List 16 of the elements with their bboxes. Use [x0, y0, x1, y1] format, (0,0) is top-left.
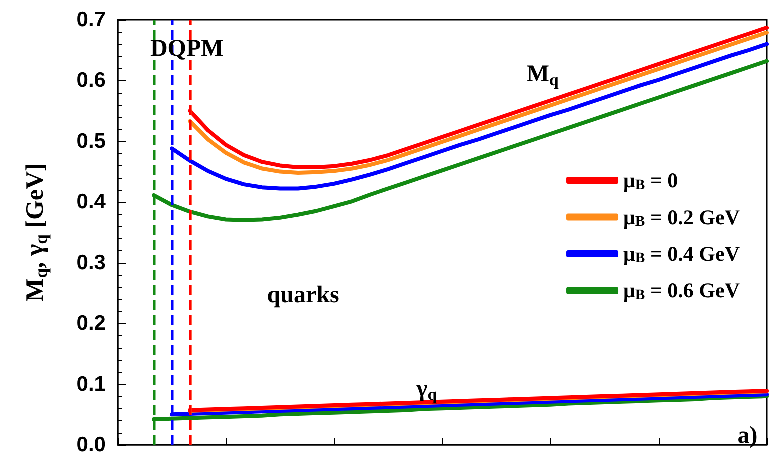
- y-axis-title: Mq, γq [GeV]: [22, 163, 51, 302]
- y-tick-label: 0.6: [76, 69, 106, 92]
- y-tick-label: 0.7: [76, 8, 106, 32]
- legend-label: μB = 0: [624, 168, 678, 194]
- y-tick-label: 0.1: [76, 372, 106, 396]
- legend-label: μB = 0.4 GeV: [624, 242, 740, 267]
- y-tick-label: 0.2: [76, 312, 106, 336]
- y-tick-label: 0.4: [76, 190, 106, 214]
- annotation: a): [738, 422, 758, 449]
- annotation: DQPM: [150, 36, 224, 62]
- legend-label: μB = 0.2 GeV: [624, 205, 740, 230]
- y-tick-label: 0.3: [76, 251, 106, 274]
- y-tick-label: 0.0: [76, 434, 106, 456]
- annotation: quarks: [267, 282, 340, 308]
- y-tick-label: 0.5: [76, 130, 106, 153]
- legend-label: μB = 0.6 GeV: [624, 278, 740, 304]
